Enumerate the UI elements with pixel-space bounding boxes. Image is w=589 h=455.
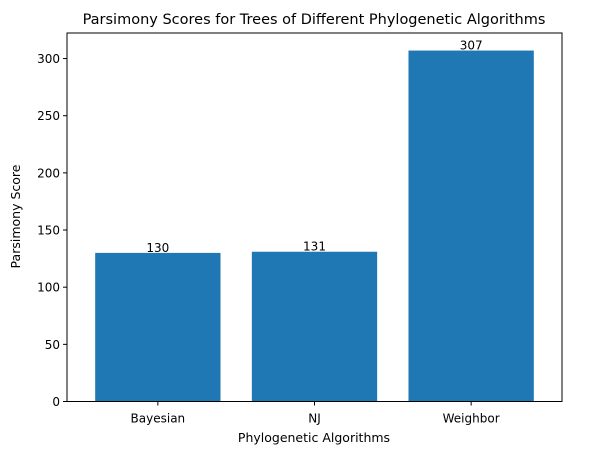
bar-nj <box>251 251 378 402</box>
plot-area: 130 131 307 Bayesian NJ Weighbor 0 50 100 150 200 2… <box>37 32 563 426</box>
x-tick-label-nj: NJ <box>308 412 321 426</box>
x-tick-label-weighbor: Weighbor <box>443 412 500 426</box>
x-tick-label-bayesian: Bayesian <box>131 412 186 426</box>
data-label-nj: 131 <box>303 240 326 254</box>
chart-title: Parsimony Scores for Trees of Different … <box>83 12 546 28</box>
y-tick-label: 200 <box>37 166 60 180</box>
y-tick-label: 0 <box>52 395 60 409</box>
data-label-weighbor: 307 <box>460 39 483 53</box>
y-tick-label: 150 <box>37 224 60 238</box>
y-tick-label: 50 <box>45 338 60 352</box>
y-tick-label: 250 <box>37 109 60 123</box>
bar-bayesian <box>95 252 221 402</box>
y-tick-label: 100 <box>37 281 60 295</box>
x-axis-label: Phylogenetic Algorithms <box>238 430 390 445</box>
bar-weighbor <box>408 50 534 402</box>
axes-frame <box>66 32 563 402</box>
data-label-bayesian: 130 <box>146 241 169 255</box>
y-axis-label: Parsimony Score <box>8 164 23 268</box>
y-tick-label: 300 <box>37 52 60 66</box>
